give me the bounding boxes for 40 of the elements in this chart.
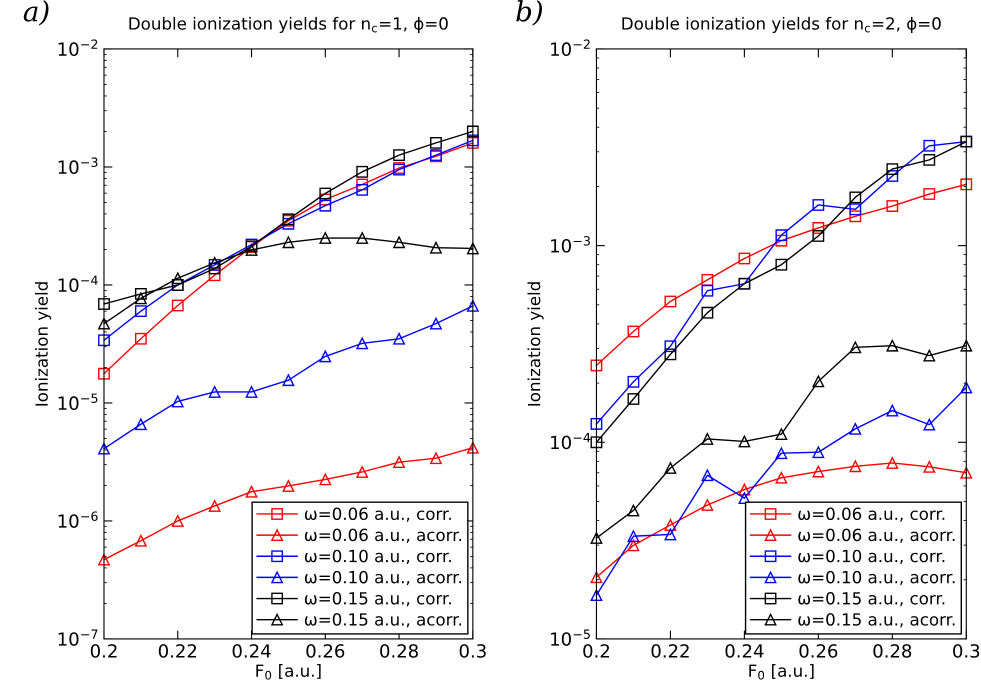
- y-tick-label: 10$^{−6}$: [58, 511, 98, 528]
- legend-label: ω=0.15 a.u., acorr.: [798, 613, 954, 628]
- legend-label: ω=0.06 a.u., corr.: [304, 507, 451, 522]
- x-tick-label: 0.3: [953, 644, 980, 658]
- legend-label: ω=0.06 a.u., acorr.: [798, 528, 954, 543]
- x-axis-title: F$_{0}$ [a.u.]: [256, 664, 321, 680]
- y-tick-label: 10$^{−5}$: [58, 394, 98, 410]
- legend-label: ω=0.15 a.u., corr.: [798, 592, 944, 606]
- x-tick-label: 0.26: [799, 644, 838, 658]
- y-tick-label: 10$^{−2}$: [551, 39, 590, 56]
- x-tick-label: 0.24: [232, 644, 271, 658]
- x-tick-label: 0.24: [725, 644, 764, 658]
- x-axis-title: F$_{0}$ [a.u.]: [749, 664, 814, 680]
- chart-title: Double ionization yields for n$_{c}$=2, ϕ=0: [622, 16, 941, 34]
- legend-label: ω=0.10 a.u., acorr.: [304, 570, 462, 586]
- legend-label: ω=0.06 a.u., corr.: [798, 507, 944, 522]
- y-tick-label: 10$^{−4}$: [58, 276, 98, 292]
- y-tick-label: 10$^{−3}$: [551, 236, 590, 253]
- x-tick-label: 0.2: [90, 644, 117, 658]
- text: a): [24, 0, 48, 26]
- y-axis-title: Ionization yield: [35, 282, 52, 406]
- legend-label: ω=0.10 a.u., corr.: [798, 550, 944, 564]
- legend-label: ω=0.15 a.u., acorr.: [304, 613, 462, 628]
- chart-title: Double ionization yields for n$_{c}$=1, ϕ=0: [129, 16, 448, 34]
- text: b): [516, 0, 542, 26]
- y-tick-label: 10$^{−3}$: [58, 157, 98, 174]
- x-tick-label: 0.2: [583, 644, 609, 658]
- y-axis-title: Ionization yield: [527, 282, 544, 406]
- x-tick-label: 0.22: [158, 644, 196, 658]
- x-tick-label: 0.22: [652, 644, 689, 658]
- legend-label: ω=0.10 a.u., corr.: [304, 550, 451, 564]
- legend-label: ω=0.06 a.u., acorr.: [304, 528, 462, 543]
- legend-label: ω=0.10 a.u., acorr.: [798, 570, 954, 586]
- x-tick-label: 0.28: [873, 644, 912, 658]
- x-tick-label: 0.3: [460, 644, 486, 658]
- legend-label: ω=0.15 a.u., corr.: [304, 592, 451, 606]
- y-tick-label: 10$^{−2}$: [58, 39, 98, 56]
- x-tick-label: 0.28: [380, 644, 418, 658]
- y-tick-label: 10$^{−4}$: [551, 432, 590, 450]
- x-tick-label: 0.26: [306, 644, 344, 658]
